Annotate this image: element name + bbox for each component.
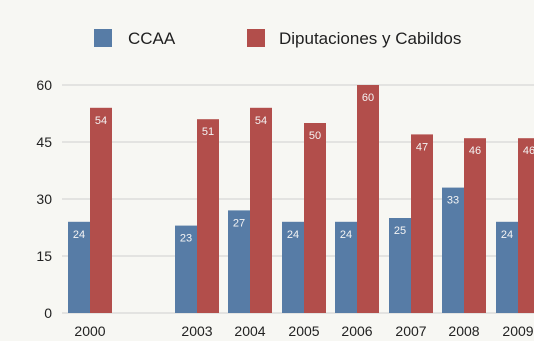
x-tick-label-2005: 2005 xyxy=(288,323,319,339)
legend-label-ccaa: CCAA xyxy=(128,29,176,48)
data-label-diputaciones-y-cabildos-2006: 60 xyxy=(362,92,374,104)
bar-diputaciones-y-cabildos-2004 xyxy=(250,107,272,313)
data-label-ccaa-2007: 25 xyxy=(394,225,406,237)
bar-diputaciones-y-cabildos-2000 xyxy=(90,107,112,313)
x-tick-label-2007: 2007 xyxy=(395,323,426,339)
data-label-diputaciones-y-cabildos-2007: 47 xyxy=(416,141,428,153)
data-label-diputaciones-y-cabildos-2000: 54 xyxy=(95,115,107,127)
bar-ccaa-2000 xyxy=(68,221,90,313)
bar-ccaa-2006 xyxy=(335,221,357,313)
data-label-ccaa-2006: 24 xyxy=(340,229,352,241)
bar-diputaciones-y-cabildos-2008 xyxy=(464,138,486,313)
legend: CCAA Diputaciones y Cabildos xyxy=(94,29,461,48)
bar-ccaa-2003 xyxy=(175,225,197,313)
bar-diputaciones-y-cabildos-2006 xyxy=(357,85,379,313)
bar-ccaa-2004 xyxy=(228,210,250,313)
y-tick-label-15: 15 xyxy=(36,248,52,264)
data-label-diputaciones-y-cabildos-2008: 46 xyxy=(469,145,481,157)
x-tick-label-2006: 2006 xyxy=(341,323,372,339)
data-label-diputaciones-y-cabildos-2004: 54 xyxy=(255,115,267,127)
data-label-ccaa-2008: 33 xyxy=(447,195,459,207)
y-axis: 0 15 30 45 60 xyxy=(36,77,52,321)
data-label-ccaa-2005: 24 xyxy=(287,229,299,241)
data-label-diputaciones-y-cabildos-2003: 51 xyxy=(202,126,214,138)
legend-label-diputaciones-y-cabildos: Diputaciones y Cabildos xyxy=(279,29,461,48)
bar-diputaciones-y-cabildos-2009 xyxy=(518,138,534,313)
y-tick-label-30: 30 xyxy=(36,191,52,207)
legend-swatch-ccaa xyxy=(94,29,112,47)
y-tick-label-45: 45 xyxy=(36,134,52,150)
x-tick-label-2000: 2000 xyxy=(74,323,105,339)
x-tick-label-2008: 2008 xyxy=(448,323,479,339)
data-label-ccaa-2009: 24 xyxy=(501,229,513,241)
data-label-ccaa-2000: 24 xyxy=(73,229,85,241)
bar-ccaa-2007 xyxy=(389,218,411,313)
bar-ccaa-2008 xyxy=(442,187,464,313)
data-label-ccaa-2003: 23 xyxy=(180,233,192,245)
legend-swatch-diputaciones-y-cabildos xyxy=(247,29,265,47)
y-tick-label-0: 0 xyxy=(44,305,52,321)
data-label-diputaciones-y-cabildos-2005: 50 xyxy=(309,130,321,142)
bars: 24 54 23 51 27 54 24 50 24 60 25 47 33 46 24 46 xyxy=(68,85,534,313)
x-axis: 2000 2003 2004 2005 2006 2007 2008 2009 xyxy=(74,323,533,339)
bar-diputaciones-y-cabildos-2003 xyxy=(197,119,219,313)
x-tick-label-2003: 2003 xyxy=(181,323,212,339)
bar-ccaa-2005 xyxy=(282,221,304,313)
data-label-diputaciones-y-cabildos-2009: 46 xyxy=(523,145,534,157)
bar-diputaciones-y-cabildos-2005 xyxy=(304,123,326,313)
bar-ccaa-2009 xyxy=(496,221,518,313)
x-tick-label-2009: 2009 xyxy=(502,323,533,339)
y-tick-label-60: 60 xyxy=(36,77,52,93)
bar-diputaciones-y-cabildos-2007 xyxy=(411,134,433,313)
x-tick-label-2004: 2004 xyxy=(234,323,265,339)
data-label-ccaa-2004: 27 xyxy=(233,217,245,229)
